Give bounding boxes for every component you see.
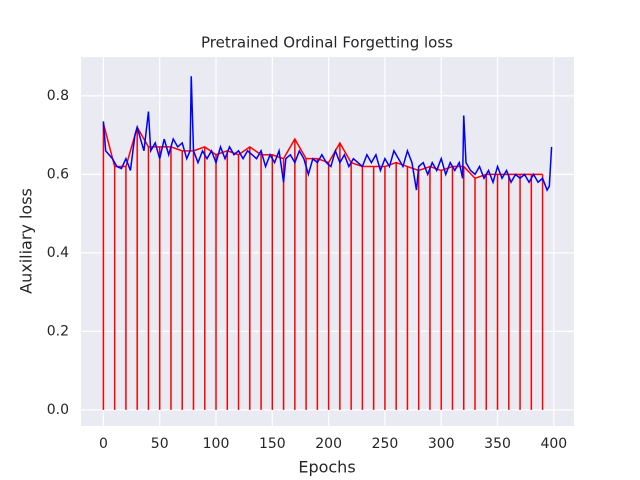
plot-area <box>81 57 574 426</box>
x-tick-label: 300 <box>428 436 455 452</box>
x-tick-label: 0 <box>99 436 108 452</box>
x-tick-label: 100 <box>203 436 230 452</box>
y-axis-label: Auxiliary loss <box>17 188 36 294</box>
line <box>102 76 553 192</box>
x-tick-label: 150 <box>259 436 286 452</box>
stem-line <box>102 123 543 180</box>
y-tick-label: 0.8 <box>47 88 69 104</box>
marks <box>102 76 553 410</box>
x-tick-label: 350 <box>484 436 511 452</box>
y-tick-label: 0.6 <box>47 166 69 182</box>
x-axis-label: Epochs <box>298 458 355 477</box>
x-tick-label: 200 <box>315 436 342 452</box>
y-tick-label: 0.4 <box>47 245 69 261</box>
y-tick-label: 0.2 <box>47 323 69 339</box>
x-tick-label: 400 <box>540 436 567 452</box>
x-tick-label: 50 <box>151 436 169 452</box>
y-tick-label: 0.0 <box>47 402 69 418</box>
chart-title: Pretrained Ordinal Forgetting loss <box>201 34 453 52</box>
x-tick-label: 250 <box>372 436 399 452</box>
